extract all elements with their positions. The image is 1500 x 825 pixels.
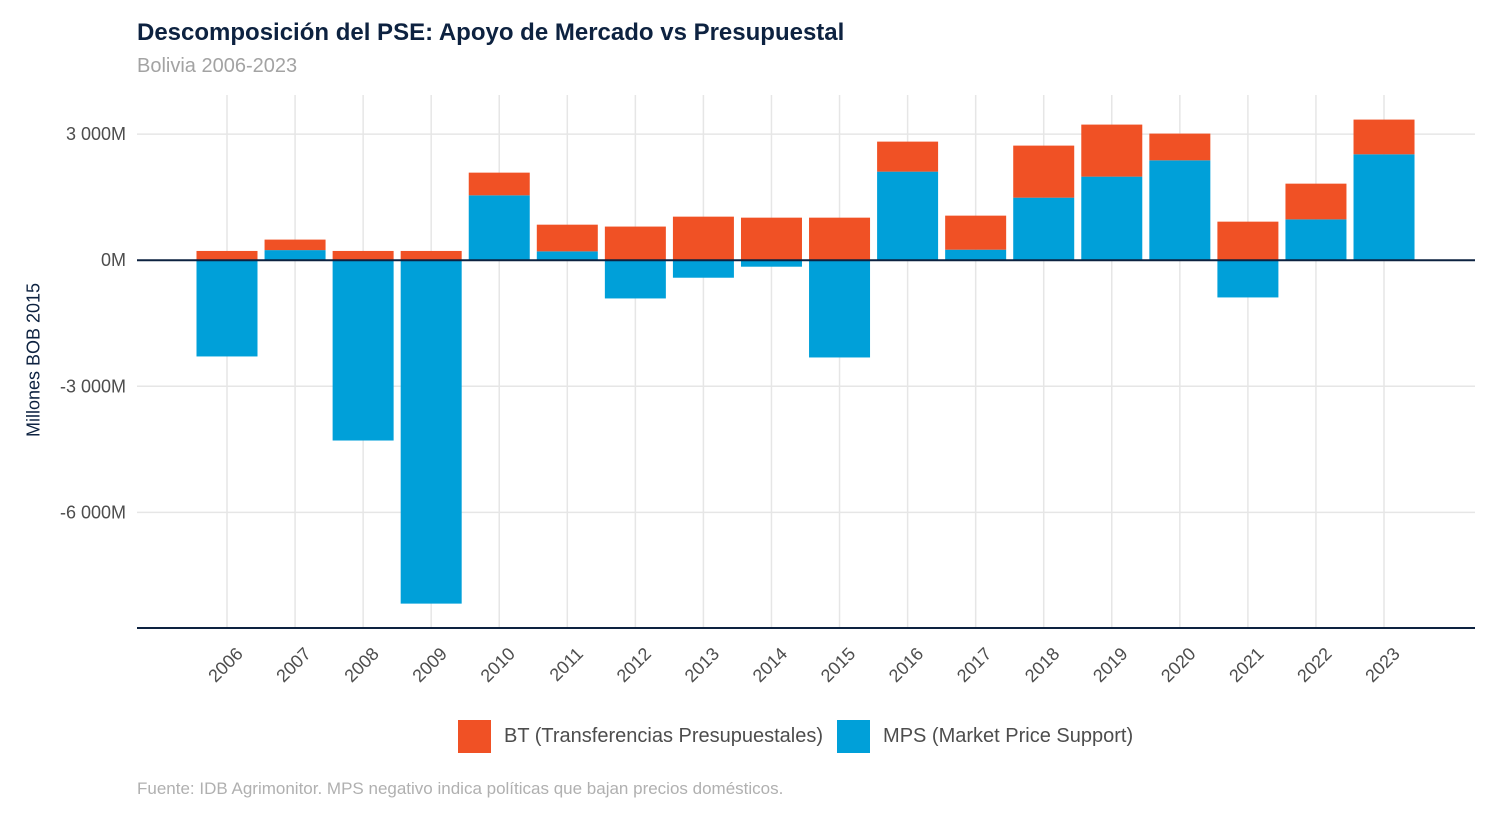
- x-tick-label: 2009: [408, 644, 450, 686]
- x-tick-label: 2022: [1293, 644, 1335, 686]
- bar-mps-2009: [400, 260, 462, 604]
- x-tick-label: 2015: [817, 644, 859, 686]
- bar-bt-2018: [1013, 145, 1075, 198]
- x-tick-label: 2020: [1157, 644, 1199, 686]
- x-tick-label: 2007: [272, 644, 314, 686]
- bar-bt-2009: [400, 250, 462, 261]
- bar-mps-2008: [332, 260, 394, 441]
- chart-title: Descomposición del PSE: Apoyo de Mercado…: [137, 19, 845, 46]
- bar-bt-2015: [809, 217, 871, 261]
- legend-swatch-mps: [837, 720, 871, 753]
- bar-mps-2007: [264, 250, 326, 261]
- bars: [196, 119, 1415, 604]
- bar-mps-2023: [1353, 154, 1415, 261]
- bar-bt-2016: [877, 141, 939, 172]
- bar-mps-2022: [1285, 219, 1347, 261]
- bar-mps-2010: [468, 195, 530, 261]
- y-tick-label: -3 000M: [60, 376, 126, 396]
- bar-bt-2011: [536, 224, 598, 252]
- legend-label-mps: MPS (Market Price Support): [883, 725, 1134, 747]
- chart-subtitle: Bolivia 2006-2023: [137, 55, 298, 77]
- bar-bt-2021: [1217, 221, 1279, 261]
- bar-mps-2016: [877, 171, 939, 261]
- x-tick-label: 2014: [749, 644, 791, 686]
- bar-bt-2020: [1149, 133, 1211, 161]
- bar-mps-2011: [536, 251, 598, 261]
- bar-mps-2012: [604, 260, 666, 299]
- legend: BT (Transferencias Presupuestales) MPS (…: [458, 720, 1147, 753]
- bar-bt-2012: [604, 226, 666, 261]
- y-tick-labels: -6 000M -3 000M 0M 3 000M: [60, 124, 126, 522]
- source-caption: Fuente: IDB Agrimonitor. MPS negativo in…: [137, 779, 784, 798]
- bar-bt-2022: [1285, 183, 1347, 220]
- bar-mps-2018: [1013, 197, 1075, 261]
- x-tick-label: 2023: [1361, 644, 1403, 686]
- y-tick-label: -6 000M: [60, 502, 126, 522]
- bar-mps-2014: [740, 260, 802, 267]
- bar-mps-2015: [809, 260, 871, 358]
- bar-bt-2019: [1081, 124, 1143, 177]
- legend-label-bt: BT (Transferencias Presupuestales): [504, 725, 824, 747]
- bar-mps-2020: [1149, 160, 1211, 261]
- legend-item-mps[interactable]: MPS (Market Price Support): [837, 720, 1133, 753]
- bar-bt-2023: [1353, 119, 1415, 155]
- x-tick-label: 2006: [204, 644, 246, 686]
- bar-mps-2013: [672, 260, 734, 278]
- bar-bt-2013: [672, 216, 734, 261]
- bar-mps-2019: [1081, 176, 1143, 261]
- bar-bt-2008: [332, 250, 394, 261]
- y-tick-label: 3 000M: [66, 124, 126, 144]
- x-tick-label: 2010: [477, 644, 519, 686]
- x-tick-label: 2017: [953, 644, 995, 686]
- x-tick-labels: 2006 2007 2008 2009 2010 2011 2012 2013 2014 2015…: [204, 644, 1403, 686]
- x-tick-label: 2019: [1089, 644, 1131, 686]
- bar-bt-2006: [196, 250, 258, 261]
- x-tick-label: 2021: [1225, 644, 1267, 686]
- x-tick-label: 2008: [340, 644, 382, 686]
- y-tick-label: 0M: [101, 250, 126, 270]
- axes: [137, 259, 1475, 629]
- x-tick-label: 2018: [1021, 644, 1063, 686]
- bar-mps-2021: [1217, 260, 1279, 298]
- legend-swatch-bt: [458, 720, 491, 753]
- bar-mps-2006: [196, 260, 258, 357]
- bar-bt-2017: [945, 215, 1007, 250]
- bar-bt-2010: [468, 172, 530, 196]
- x-tick-label: 2013: [681, 644, 723, 686]
- x-tick-label: 2012: [613, 644, 655, 686]
- bar-bt-2014: [740, 217, 802, 261]
- legend-item-bt[interactable]: BT (Transferencias Presupuestales): [458, 720, 823, 753]
- bar-mps-2017: [945, 249, 1007, 261]
- x-tick-label: 2011: [546, 644, 588, 686]
- x-tick-label: 2016: [885, 644, 927, 686]
- bar-bt-2007: [264, 239, 326, 251]
